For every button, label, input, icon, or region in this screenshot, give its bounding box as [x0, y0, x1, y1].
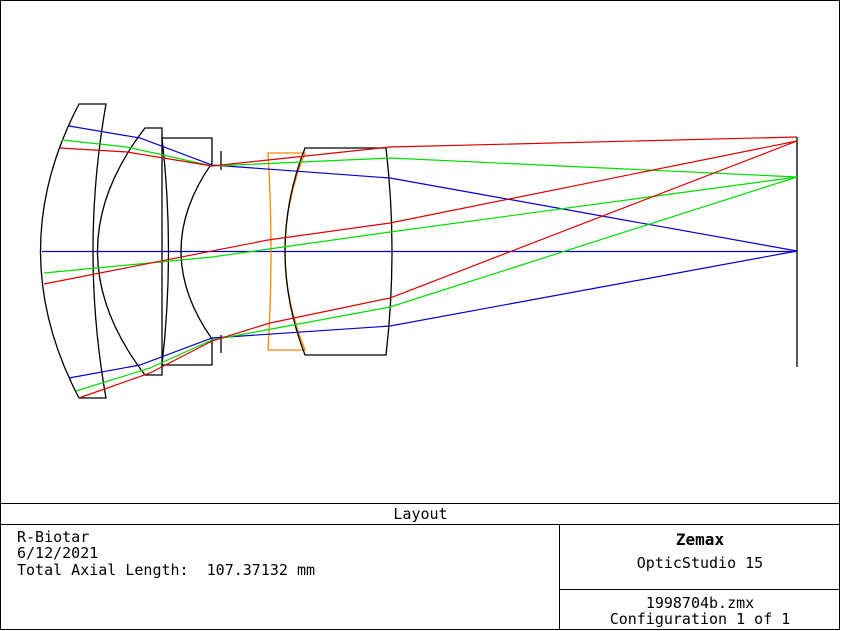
file-name: 1998704b.zmx	[645, 594, 755, 612]
lens-element-1	[39, 103, 107, 399]
axial-length-value: 107.37132 mm	[206, 561, 316, 579]
configuration-label: Configuration 1 of 1	[609, 610, 791, 628]
axial-length-row: Total Axial Length: 107.37132 mm	[17, 562, 315, 579]
ray-mid-lower	[75, 176, 798, 392]
ray-edge-upper	[59, 136, 798, 167]
lens-element-5	[284, 147, 393, 356]
ray-edge-lower	[78, 140, 798, 399]
lens-element-3	[161, 137, 213, 366]
layout-caption: Layout	[393, 505, 448, 523]
axial-length-label: Total Axial Length:	[17, 561, 189, 579]
ray-axis-lower	[68, 250, 798, 379]
design-date: 6/12/2021	[17, 544, 99, 562]
ray-axis-upper	[68, 125, 798, 252]
brand-name: Zemax	[675, 530, 725, 549]
ray-mid-chief	[43, 176, 798, 274]
lens-name: R-Biotar	[17, 528, 90, 546]
ray-edge-chief	[43, 140, 798, 285]
product-name: OpticStudio 15	[636, 554, 764, 572]
